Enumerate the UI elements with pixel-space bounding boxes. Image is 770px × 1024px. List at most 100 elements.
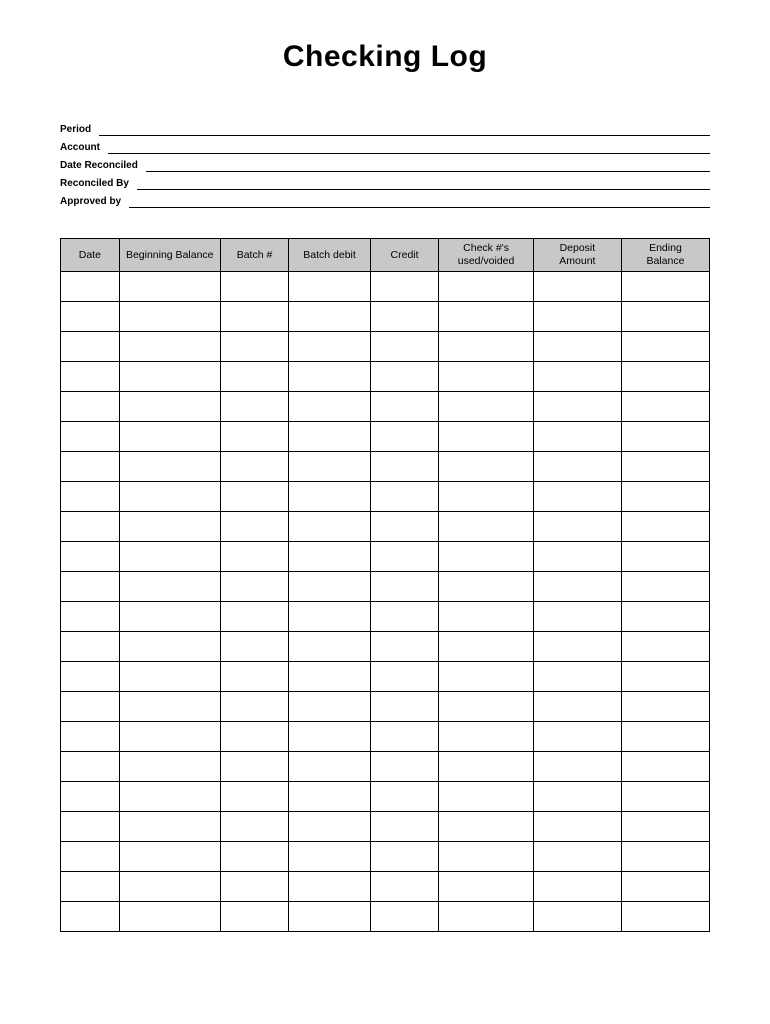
table-cell[interactable] bbox=[220, 272, 288, 302]
table-cell[interactable] bbox=[289, 632, 371, 662]
table-cell[interactable] bbox=[621, 452, 709, 482]
table-cell[interactable] bbox=[220, 422, 288, 452]
table-cell[interactable] bbox=[220, 662, 288, 692]
table-cell[interactable] bbox=[621, 572, 709, 602]
table-cell[interactable] bbox=[621, 482, 709, 512]
table-cell[interactable] bbox=[370, 362, 438, 392]
table-cell[interactable] bbox=[370, 722, 438, 752]
table-cell[interactable] bbox=[289, 572, 371, 602]
table-cell[interactable] bbox=[370, 602, 438, 632]
table-cell[interactable] bbox=[533, 692, 621, 722]
table-cell[interactable] bbox=[119, 542, 220, 572]
table-cell[interactable] bbox=[119, 662, 220, 692]
field-line-account[interactable] bbox=[108, 140, 710, 154]
table-cell[interactable] bbox=[289, 842, 371, 872]
table-cell[interactable] bbox=[289, 722, 371, 752]
table-cell[interactable] bbox=[439, 302, 534, 332]
table-cell[interactable] bbox=[289, 872, 371, 902]
table-cell[interactable] bbox=[61, 392, 120, 422]
table-cell[interactable] bbox=[61, 542, 120, 572]
table-cell[interactable] bbox=[621, 902, 709, 932]
table-cell[interactable] bbox=[61, 332, 120, 362]
table-cell[interactable] bbox=[370, 302, 438, 332]
table-cell[interactable] bbox=[61, 452, 120, 482]
table-cell[interactable] bbox=[533, 362, 621, 392]
table-cell[interactable] bbox=[621, 332, 709, 362]
table-cell[interactable] bbox=[439, 512, 534, 542]
table-cell[interactable] bbox=[370, 332, 438, 362]
table-cell[interactable] bbox=[119, 392, 220, 422]
table-cell[interactable] bbox=[533, 632, 621, 662]
table-cell[interactable] bbox=[370, 512, 438, 542]
table-cell[interactable] bbox=[289, 752, 371, 782]
table-cell[interactable] bbox=[220, 302, 288, 332]
table-cell[interactable] bbox=[533, 482, 621, 512]
table-cell[interactable] bbox=[119, 872, 220, 902]
table-cell[interactable] bbox=[370, 902, 438, 932]
table-cell[interactable] bbox=[119, 842, 220, 872]
table-cell[interactable] bbox=[220, 572, 288, 602]
table-cell[interactable] bbox=[119, 602, 220, 632]
table-cell[interactable] bbox=[119, 272, 220, 302]
table-cell[interactable] bbox=[439, 662, 534, 692]
table-cell[interactable] bbox=[289, 602, 371, 632]
table-cell[interactable] bbox=[289, 452, 371, 482]
table-cell[interactable] bbox=[439, 872, 534, 902]
table-cell[interactable] bbox=[119, 482, 220, 512]
table-cell[interactable] bbox=[439, 782, 534, 812]
table-cell[interactable] bbox=[439, 602, 534, 632]
table-cell[interactable] bbox=[119, 452, 220, 482]
table-cell[interactable] bbox=[289, 512, 371, 542]
table-cell[interactable] bbox=[220, 332, 288, 362]
table-cell[interactable] bbox=[533, 872, 621, 902]
table-cell[interactable] bbox=[220, 632, 288, 662]
table-cell[interactable] bbox=[119, 632, 220, 662]
table-cell[interactable] bbox=[533, 272, 621, 302]
table-cell[interactable] bbox=[439, 362, 534, 392]
table-cell[interactable] bbox=[220, 722, 288, 752]
table-cell[interactable] bbox=[370, 812, 438, 842]
table-cell[interactable] bbox=[61, 572, 120, 602]
table-cell[interactable] bbox=[533, 812, 621, 842]
table-cell[interactable] bbox=[61, 632, 120, 662]
table-cell[interactable] bbox=[61, 902, 120, 932]
table-cell[interactable] bbox=[220, 602, 288, 632]
table-cell[interactable] bbox=[289, 302, 371, 332]
table-cell[interactable] bbox=[533, 722, 621, 752]
table-cell[interactable] bbox=[439, 692, 534, 722]
table-cell[interactable] bbox=[439, 752, 534, 782]
table-cell[interactable] bbox=[439, 422, 534, 452]
table-cell[interactable] bbox=[439, 392, 534, 422]
table-cell[interactable] bbox=[621, 692, 709, 722]
table-cell[interactable] bbox=[220, 392, 288, 422]
table-cell[interactable] bbox=[220, 872, 288, 902]
table-cell[interactable] bbox=[533, 842, 621, 872]
table-cell[interactable] bbox=[439, 272, 534, 302]
table-cell[interactable] bbox=[533, 512, 621, 542]
table-cell[interactable] bbox=[289, 812, 371, 842]
table-cell[interactable] bbox=[61, 602, 120, 632]
table-cell[interactable] bbox=[439, 722, 534, 752]
table-cell[interactable] bbox=[220, 512, 288, 542]
table-cell[interactable] bbox=[119, 812, 220, 842]
table-cell[interactable] bbox=[61, 722, 120, 752]
table-cell[interactable] bbox=[61, 482, 120, 512]
table-cell[interactable] bbox=[119, 752, 220, 782]
table-cell[interactable] bbox=[621, 512, 709, 542]
table-cell[interactable] bbox=[533, 302, 621, 332]
table-cell[interactable] bbox=[621, 872, 709, 902]
table-cell[interactable] bbox=[533, 542, 621, 572]
table-cell[interactable] bbox=[439, 542, 534, 572]
table-cell[interactable] bbox=[370, 692, 438, 722]
field-line-reconciled-by[interactable] bbox=[137, 176, 710, 190]
table-cell[interactable] bbox=[621, 362, 709, 392]
table-cell[interactable] bbox=[119, 302, 220, 332]
table-cell[interactable] bbox=[439, 812, 534, 842]
table-cell[interactable] bbox=[61, 512, 120, 542]
table-cell[interactable] bbox=[621, 842, 709, 872]
table-cell[interactable] bbox=[370, 842, 438, 872]
table-cell[interactable] bbox=[61, 662, 120, 692]
table-cell[interactable] bbox=[61, 422, 120, 452]
table-cell[interactable] bbox=[621, 752, 709, 782]
table-cell[interactable] bbox=[370, 482, 438, 512]
